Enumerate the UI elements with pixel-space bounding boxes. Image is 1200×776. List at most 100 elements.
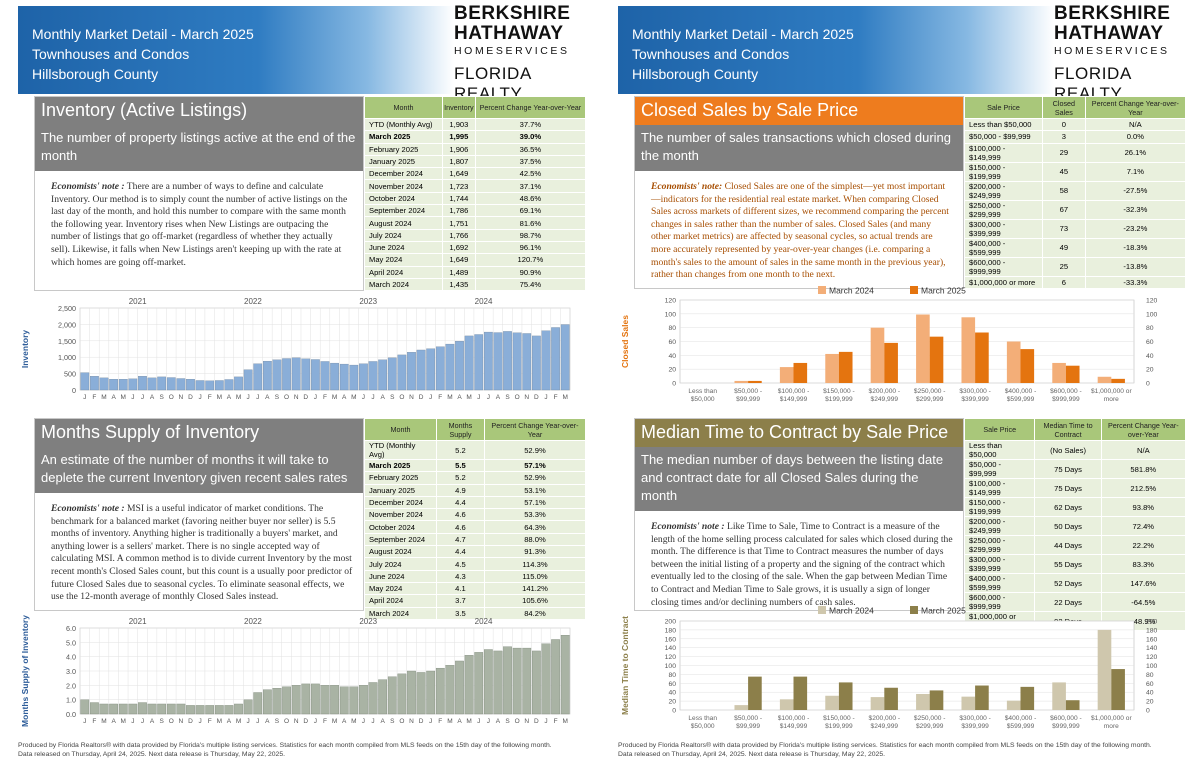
table-cell: 37.7% [474, 117, 587, 132]
y2-tick-label: 40 [1146, 690, 1154, 697]
brand-logo: BERKSHIRE HATHAWAY HOMESERVICES FLORIDA … [454, 3, 571, 104]
x-tick-label: O [515, 394, 520, 401]
x-tick-label: $299,999 [916, 396, 944, 403]
x-tick-label: F [554, 394, 558, 401]
x-tick-label: $149,999 [780, 723, 808, 730]
x-tick-label: $999,999 [1052, 396, 1080, 403]
x-tick-label: J [141, 394, 144, 401]
bar [282, 686, 291, 715]
x-tick-label: F [323, 718, 327, 725]
y2-tick-label: 200 [1146, 619, 1158, 626]
table-cell: 75.4% [474, 277, 587, 292]
footer-note: Produced by Florida Realtors® with data … [18, 742, 552, 758]
bar [779, 699, 794, 710]
table-row: July 2024 4.5 114.3% [364, 557, 587, 571]
table-cell: April 2024 [364, 265, 443, 279]
y-tick-label: 80 [668, 325, 676, 332]
table-row: April 2024 1,489 90.9% [364, 265, 587, 279]
table-cell: 48.6% [474, 191, 587, 206]
y2-tick-label: 0 [1146, 708, 1150, 715]
bar [483, 331, 493, 391]
x-tick-label: F [554, 718, 558, 725]
table-header: Sale Price [963, 96, 1044, 119]
section-title: Months Supply of Inventory [35, 419, 363, 447]
x-tick-label: M [101, 718, 106, 725]
table-cell: YTD (Monthly Avg) [364, 117, 443, 132]
table-cell: March 2025 [364, 130, 443, 144]
table-cell: $300,000 - $399,999 [963, 554, 1036, 574]
x-tick-label: $150,000 - [823, 715, 855, 722]
bar [455, 341, 464, 391]
table-row: $100,000 - $149,999 75 Days 212.5% [963, 478, 1187, 498]
table-row: $150,000 - $199,999 45 7.1% [963, 161, 1187, 182]
table-cell: 1,435 [441, 277, 476, 292]
y-tick-label: 4.0 [66, 653, 76, 662]
table-cell: 5.2 [435, 471, 485, 485]
x-tick-label: O [169, 394, 174, 401]
table-cell: 69.1% [474, 204, 587, 218]
bar [320, 685, 330, 715]
table-cell: 62 Days [1034, 497, 1102, 517]
table-row: August 2024 1,751 81.6% [364, 216, 587, 230]
bar [186, 379, 195, 391]
bar [147, 703, 157, 715]
x-tick-label: $400,000 - [1005, 715, 1037, 722]
y-tick-label: 1,000 [58, 353, 76, 362]
table-cell: 49 [1042, 237, 1086, 258]
x-tick-label: $1,000,000 or [1091, 388, 1133, 395]
x-tick-label: A [496, 394, 501, 401]
x-tick-label: J [314, 394, 317, 401]
bar [1111, 378, 1125, 383]
x-tick-label: F [208, 718, 212, 725]
table-row: March 2024 1,435 75.4% [364, 277, 587, 292]
table-cell: 4.4 [435, 495, 485, 510]
y-tick-label: 100 [665, 663, 677, 670]
bar [748, 380, 762, 383]
table-cell: 581.8% [1100, 459, 1187, 479]
table-cell: 75 Days [1034, 459, 1102, 479]
legend-label: March 2025 [921, 286, 966, 296]
table-cell: July 2024 [364, 228, 443, 242]
bar [397, 354, 407, 391]
x-tick-label: F [438, 718, 442, 725]
x-tick-label: $300,000 - [959, 715, 991, 722]
table-cell: May 2024 [364, 581, 437, 596]
table-row: $250,000 - $299,999 44 Days 22.2% [963, 535, 1187, 555]
time-to-contract-chart: March 2024 March 2025 0 0 20 20 40 40 60 60 80 80 10… [620, 606, 1158, 731]
report-title: Monthly Market Detail - March 2025 [632, 26, 854, 42]
x-tick-label: A [380, 394, 385, 401]
table-row: Less than $50,000 0 N/A [963, 117, 1187, 132]
bar [291, 685, 301, 715]
table-row: March 2025 5.5 57.1% [364, 458, 587, 473]
y2-tick-label: 100 [1146, 663, 1158, 670]
x-tick-label: $250,000 - [914, 388, 946, 395]
x-tick-label: $250,000 - [914, 715, 946, 722]
y-tick-label: 5.0 [66, 638, 76, 647]
x-tick-label: M [351, 394, 356, 401]
x-tick-label: M [217, 394, 222, 401]
table-cell: $150,000 - $199,999 [963, 161, 1044, 182]
x-tick-label: A [227, 718, 232, 725]
table-cell: -32.3% [1084, 199, 1187, 220]
y2-tick-label: 80 [1146, 325, 1154, 332]
y-tick-label: 0 [672, 381, 676, 388]
table-row: March 2024 3.5 84.2% [364, 606, 587, 620]
bar [1020, 349, 1035, 383]
table-cell: 1,489 [441, 265, 476, 279]
table-cell: 88.0% [483, 532, 587, 547]
section-title: Median Time to Contract by Sale Price [635, 419, 963, 447]
bar [176, 703, 186, 715]
bar [368, 361, 378, 391]
x-tick-label: $50,000 [691, 396, 715, 403]
table-cell: 4.5 [435, 557, 485, 571]
x-tick-label: D [534, 394, 539, 401]
property-type: Townhouses and Condos [632, 46, 790, 62]
bar [99, 377, 109, 391]
bar [387, 676, 397, 715]
table-row: March 2025 1,995 39.0% [364, 130, 587, 144]
legend-swatch [910, 606, 918, 614]
table-cell: January 2025 [364, 154, 443, 169]
x-tick-label: A [150, 394, 155, 401]
x-tick-label: F [208, 394, 212, 401]
